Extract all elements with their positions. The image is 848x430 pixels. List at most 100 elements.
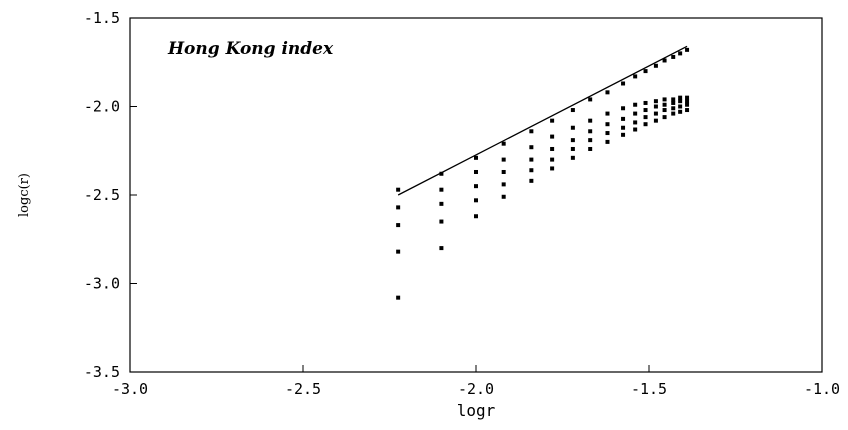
data-point: [605, 122, 610, 127]
data-point: [588, 118, 593, 123]
y-tick-label: -3.5: [84, 363, 120, 381]
x-axis-title: logr: [457, 401, 496, 420]
series-5: [396, 108, 690, 300]
data-point: [671, 106, 676, 111]
data-point: [662, 97, 667, 102]
data-point: [501, 141, 506, 146]
data-point: [529, 145, 534, 150]
y-tick-label: -3.0: [84, 275, 120, 293]
x-tick-label: -1.0: [804, 380, 840, 398]
data-point: [678, 104, 683, 109]
y-axis: -1.5 -2.0 -2.5 -3.0 -3.5: [84, 9, 137, 381]
data-point: [529, 178, 534, 183]
data-point: [474, 214, 478, 219]
data-point: [570, 138, 575, 143]
y-tick-label: -1.5: [84, 9, 120, 27]
y-tick-label: -2.5: [84, 186, 120, 204]
data-point: [621, 132, 626, 137]
data-point: [570, 155, 575, 160]
x-tick-label: -2.0: [458, 380, 494, 398]
data-point: [653, 63, 658, 68]
data-point: [633, 102, 638, 107]
data-point: [588, 97, 593, 102]
x-tick-label: -1.5: [631, 380, 667, 398]
y-axis-title: logc(r): [17, 173, 32, 217]
data-point: [621, 81, 626, 86]
data-point: [678, 99, 683, 104]
data-point: [550, 134, 555, 139]
data-point: [570, 108, 575, 113]
data-point: [653, 99, 658, 104]
data-point: [653, 118, 658, 123]
x-tick-label: -3.0: [112, 380, 148, 398]
data-point: [621, 106, 626, 111]
data-point: [550, 166, 555, 171]
data-point: [633, 111, 638, 116]
data-point: [678, 95, 683, 100]
series-1: [396, 47, 690, 192]
data-point: [685, 108, 690, 113]
series-4: [396, 102, 690, 254]
data-point: [685, 102, 690, 107]
series-3: [396, 99, 690, 228]
data-point: [671, 111, 676, 116]
data-point: [550, 146, 555, 151]
data-point: [474, 184, 478, 189]
data-point: [396, 205, 401, 210]
data-point: [662, 58, 667, 63]
data-point: [605, 111, 610, 116]
data-point: [550, 157, 555, 162]
data-points: [396, 47, 690, 300]
data-point: [643, 100, 648, 105]
data-point: [643, 122, 648, 127]
fit-line: [397, 45, 688, 196]
data-point: [633, 120, 638, 125]
data-point: [501, 194, 506, 199]
data-point: [570, 125, 575, 130]
series-2: [396, 95, 690, 210]
x-tick-label: -2.5: [285, 380, 321, 398]
data-point: [662, 102, 667, 107]
data-point: [662, 108, 667, 113]
data-point: [529, 157, 534, 162]
data-point: [501, 157, 506, 162]
chart-annotation: Hong Kong index: [167, 39, 334, 59]
data-point: [671, 97, 676, 102]
data-point: [588, 146, 593, 151]
data-point: [633, 127, 638, 132]
data-point: [529, 129, 534, 134]
x-axis: -3.0 -2.5 -2.0 -1.5 -1.0: [112, 365, 840, 398]
data-point: [501, 169, 506, 174]
data-point: [653, 111, 658, 116]
data-point: [529, 168, 534, 173]
data-point: [662, 115, 667, 120]
data-point: [643, 69, 648, 74]
data-point: [621, 125, 626, 130]
data-point: [643, 108, 648, 113]
data-point: [653, 104, 658, 109]
data-point: [439, 171, 444, 176]
data-point: [396, 187, 401, 192]
data-point: [439, 219, 444, 224]
data-point: [678, 109, 683, 114]
data-point: [685, 95, 690, 100]
data-point: [439, 246, 444, 251]
data-point: [588, 138, 593, 143]
plot-frame: [129, 17, 823, 373]
data-point: [550, 118, 555, 123]
data-point: [474, 155, 478, 160]
data-point: [685, 99, 690, 104]
fit-line-group: [397, 45, 688, 196]
data-point: [605, 90, 610, 95]
data-point: [633, 74, 638, 79]
data-point: [671, 54, 676, 59]
data-point: [439, 201, 444, 206]
data-point: [474, 198, 478, 203]
data-point: [605, 139, 610, 144]
data-point: [570, 146, 575, 151]
data-point: [396, 295, 401, 300]
data-point: [671, 100, 676, 105]
data-point: [621, 116, 626, 121]
data-point: [439, 187, 444, 192]
